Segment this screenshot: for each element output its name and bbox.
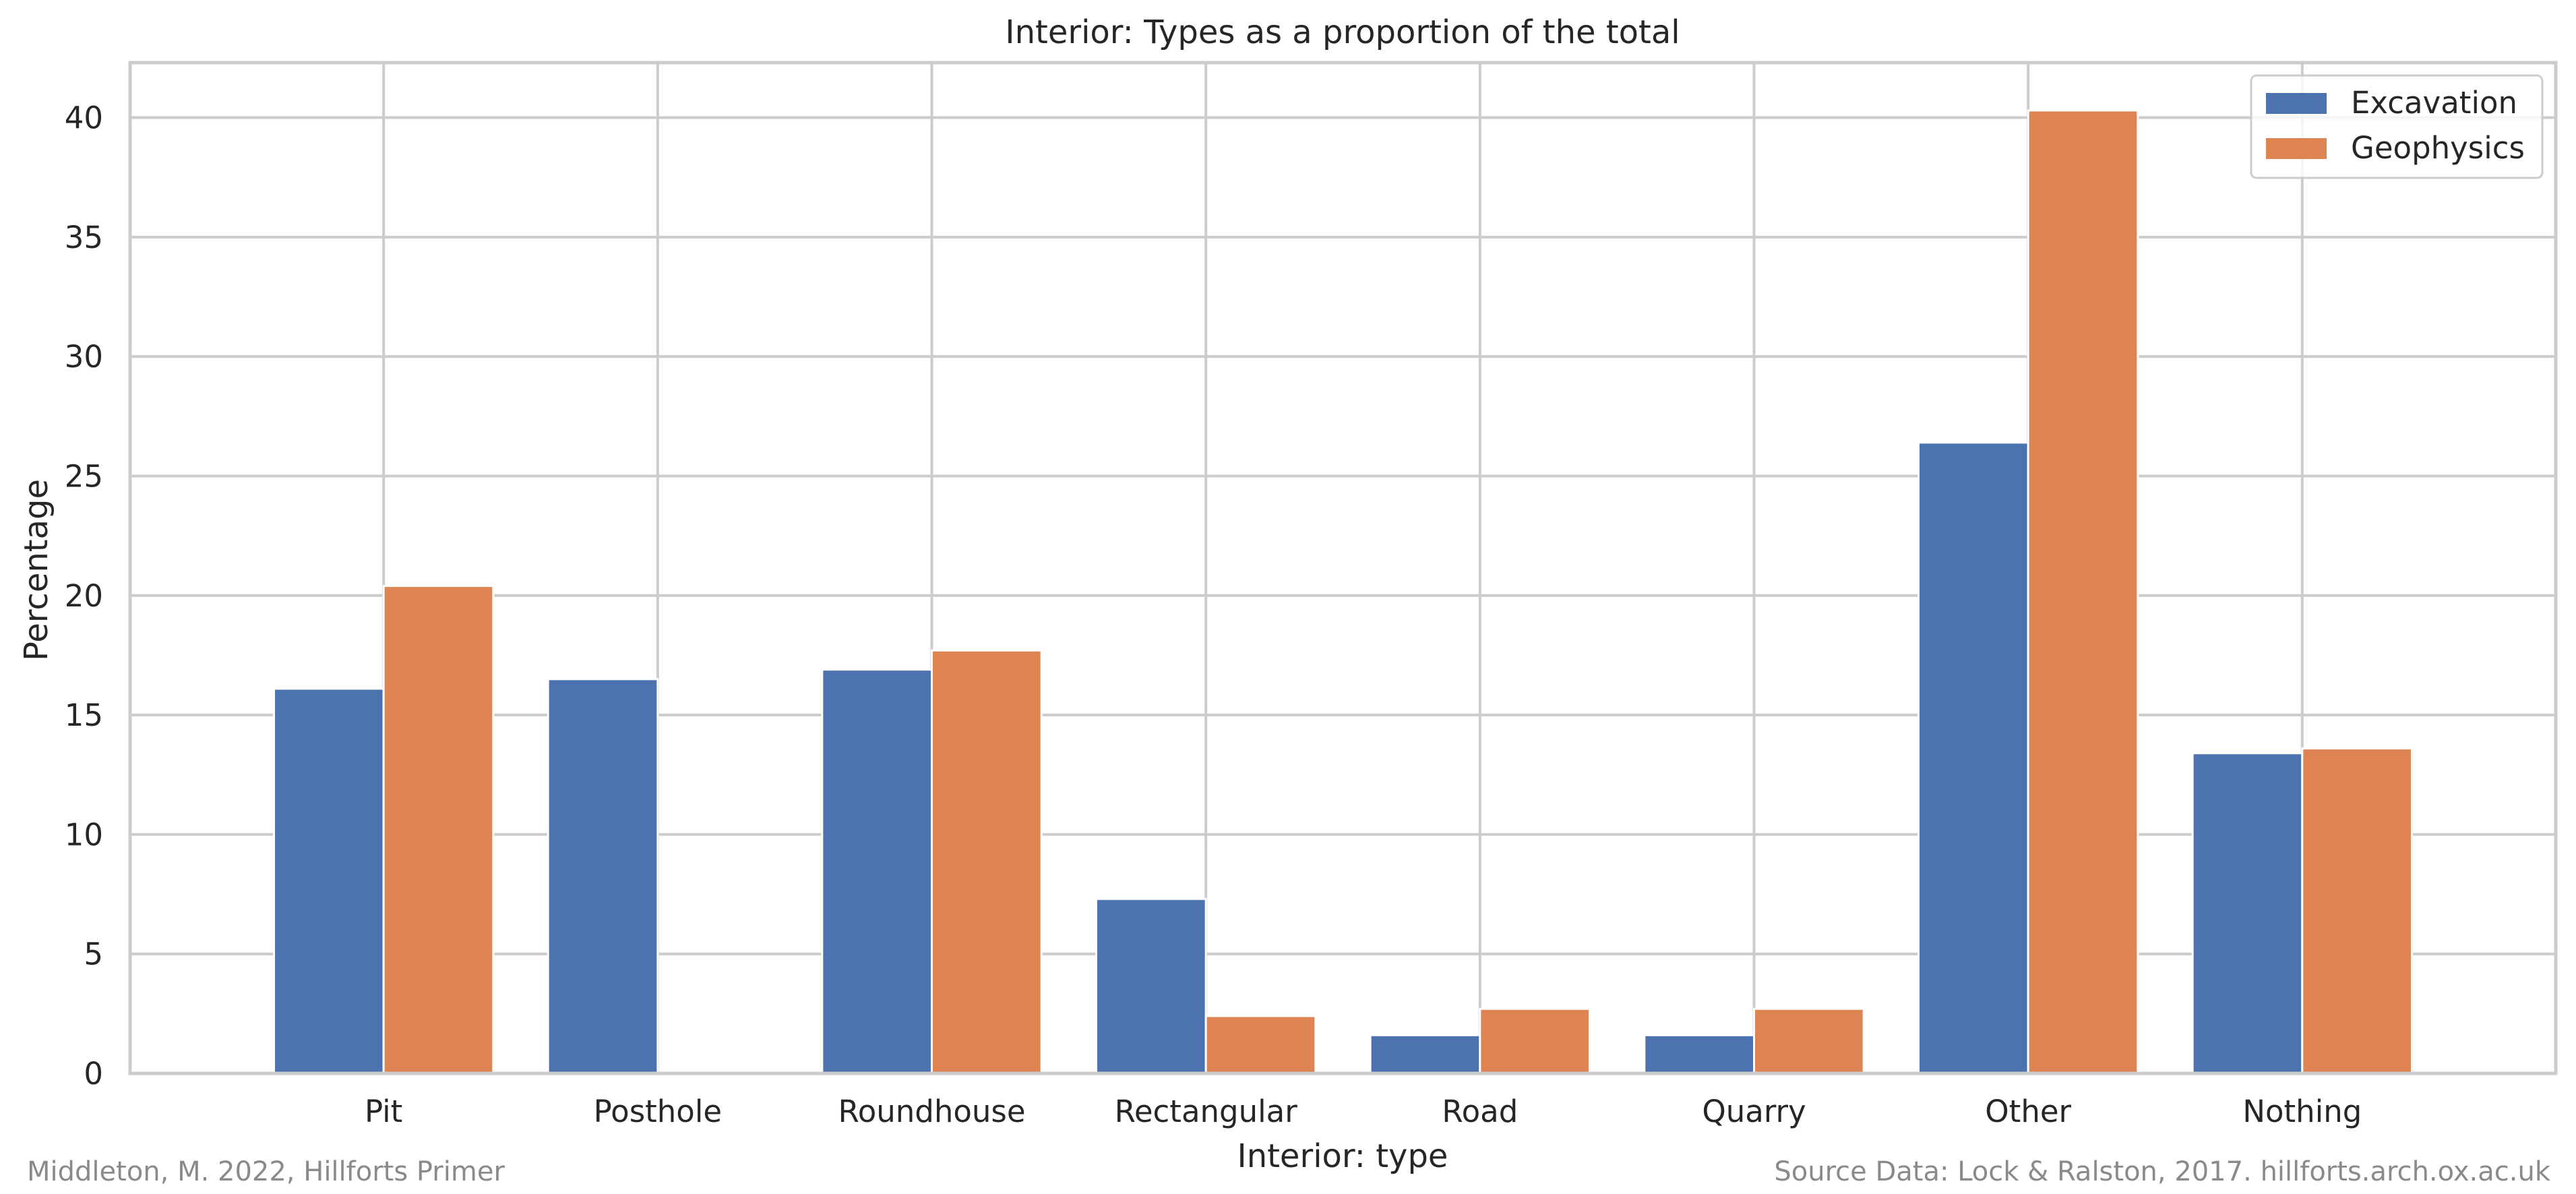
chart-title: Interior: Types as a proportion of the t…	[1005, 13, 1680, 51]
x-tick-label: Pit	[365, 1094, 402, 1129]
bar-excavation	[1918, 441, 2029, 1075]
y-tick-label: 10	[65, 817, 103, 852]
bar-excavation	[2191, 752, 2304, 1075]
legend-swatch-excavation	[2266, 93, 2327, 114]
y-tick-label: 20	[65, 578, 103, 614]
x-tick-label: Rectangular	[1115, 1094, 1298, 1129]
legend: Excavation Geophysics	[2250, 74, 2544, 179]
bar-excavation	[1095, 898, 1207, 1075]
footer-credit: Middleton, M. 2022, Hillforts Primer	[27, 1156, 505, 1187]
bar-excavation	[547, 678, 659, 1075]
bar-geophysics	[382, 585, 495, 1075]
bar-geophysics	[931, 649, 1043, 1075]
bar-excavation	[1643, 1034, 1755, 1075]
x-tick-label: Nothing	[2242, 1094, 2362, 1129]
x-tick-label: Roundhouse	[838, 1094, 1025, 1129]
bar-excavation	[821, 668, 933, 1075]
bar-excavation	[273, 687, 385, 1075]
plot-frame	[128, 61, 2558, 1075]
bars	[273, 109, 2413, 1075]
x-tick-labels: Pit Posthole Roundhouse Rectangular Road Quar…	[365, 1094, 2362, 1129]
y-tick-label: 15	[65, 697, 103, 733]
bar-geophysics	[1204, 1015, 1317, 1075]
y-tick-label: 5	[84, 937, 103, 972]
y-tick-label: 40	[65, 100, 103, 136]
legend-label-geophysics: Geophysics	[2351, 130, 2525, 166]
bar-geophysics	[2027, 109, 2139, 1075]
bar-geophysics	[2301, 747, 2413, 1075]
bar-excavation	[1369, 1034, 1481, 1075]
x-axis-label: Interior: type	[1237, 1137, 1448, 1175]
footer-source: Source Data: Lock & Ralston, 2017. hillf…	[1774, 1156, 2550, 1187]
bar-geophysics	[1753, 1007, 1865, 1075]
y-tick-label: 35	[65, 220, 103, 255]
x-tick-label: Quarry	[1702, 1094, 1806, 1129]
x-tick-label: Posthole	[594, 1094, 722, 1129]
x-tick-label: Other	[1985, 1094, 2071, 1129]
legend-swatch-geophysics	[2266, 138, 2327, 159]
y-tick-label: 25	[65, 458, 103, 494]
y-axis-label: Percentage	[18, 479, 55, 661]
y-tick-label: 30	[65, 339, 103, 375]
x-tick-label: Road	[1442, 1094, 1518, 1129]
y-tick-labels: 0 5 10 15 20 25 30 35 40	[65, 100, 103, 1092]
bar-geophysics	[1479, 1007, 1591, 1075]
legend-label-excavation: Excavation	[2351, 85, 2517, 121]
y-tick-label: 0	[84, 1056, 103, 1092]
